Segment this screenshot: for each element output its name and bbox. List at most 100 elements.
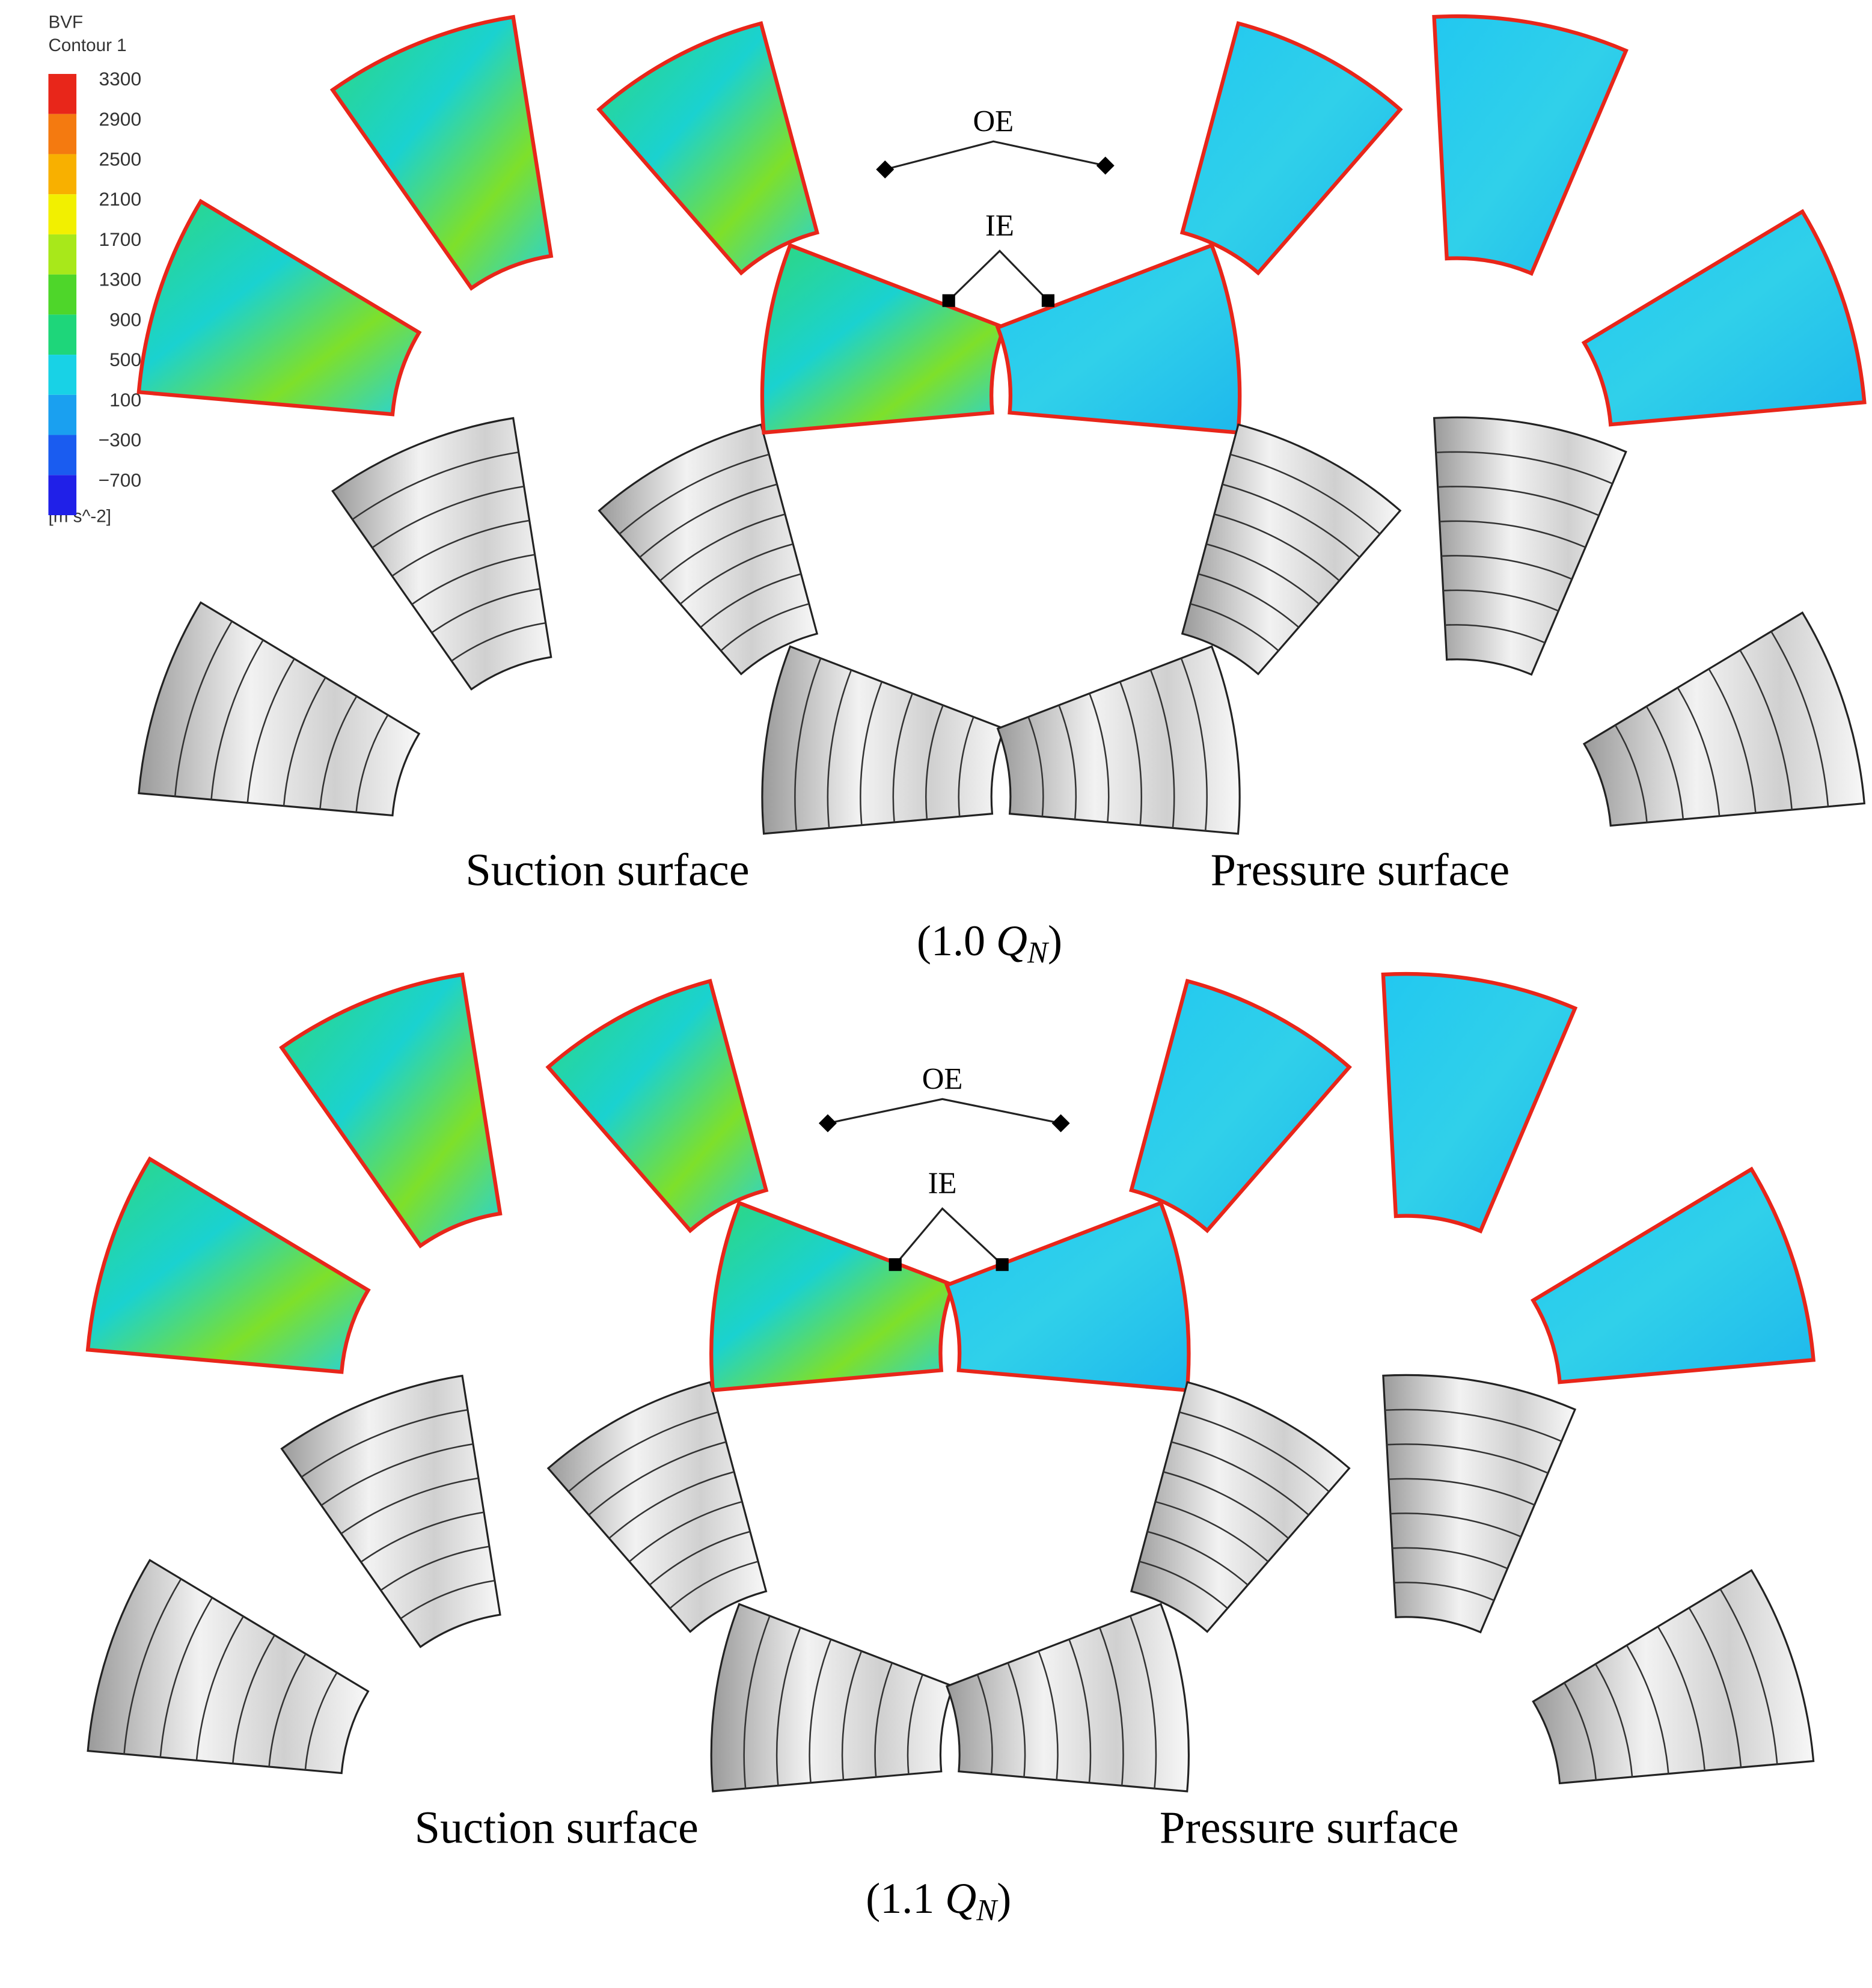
legend-subtitle: Contour 1 xyxy=(48,35,126,55)
streamline-surface xyxy=(945,1603,1190,1793)
oe-marker xyxy=(818,1114,837,1133)
streamline xyxy=(1564,1682,1597,1781)
ie-marker xyxy=(889,1258,902,1271)
streamline xyxy=(268,1653,307,1767)
legend-swatch xyxy=(48,435,77,476)
legend-swatch xyxy=(48,355,77,395)
streamline xyxy=(629,1500,742,1562)
streamline-surface xyxy=(1181,423,1402,676)
streamline xyxy=(1230,453,1381,535)
streamline xyxy=(925,705,944,820)
streamline xyxy=(232,1635,275,1764)
streamline xyxy=(1392,1547,1508,1570)
bvf-contour xyxy=(1432,14,1629,276)
streamline xyxy=(1139,1561,1228,1609)
streamline xyxy=(1147,1531,1249,1586)
streamline xyxy=(1719,1588,1778,1764)
bvf-contour xyxy=(1530,1166,1816,1384)
streamline xyxy=(1099,1627,1124,1786)
streamline-surface xyxy=(138,601,421,817)
streamline xyxy=(669,1561,759,1609)
suction-label: Suction surface xyxy=(415,1802,699,1853)
streamline xyxy=(1595,1663,1633,1777)
oe-label: OE xyxy=(973,104,1014,138)
streamline xyxy=(649,1531,751,1586)
streamline xyxy=(608,1471,735,1539)
panels: OE IE Suction surface Pressure surface (1.0 … xyxy=(85,14,1867,1927)
caption-subscript: N xyxy=(976,1894,999,1927)
streamline xyxy=(1436,451,1613,485)
streamline-surface xyxy=(598,423,819,676)
streamline xyxy=(1677,687,1721,816)
streamline xyxy=(1614,724,1648,823)
streamline-surface xyxy=(1130,1381,1351,1633)
bvf-contour xyxy=(1129,979,1352,1234)
streamline xyxy=(588,1441,727,1516)
streamline xyxy=(827,670,852,828)
streamline xyxy=(958,717,974,817)
legend-label: 100 xyxy=(109,389,141,411)
bvf-contour xyxy=(944,1200,1191,1393)
ie-label: IE xyxy=(985,209,1014,242)
legend-swatch xyxy=(48,314,77,355)
legend-swatch xyxy=(48,475,77,515)
legend-swatch xyxy=(48,114,77,154)
streamline xyxy=(195,1616,244,1761)
bvf-contour xyxy=(1381,971,1578,1234)
legend-swatch xyxy=(48,394,77,435)
streamline xyxy=(431,588,540,634)
bvf-contour xyxy=(545,979,769,1234)
streamline xyxy=(1645,706,1684,819)
legend-swatch xyxy=(48,194,77,234)
streamline xyxy=(159,1597,213,1758)
streamline xyxy=(1390,1512,1522,1538)
bvf-contour xyxy=(136,198,422,417)
streamline xyxy=(1206,543,1320,605)
legend-label: 2900 xyxy=(99,108,141,130)
streamline xyxy=(809,1639,832,1783)
streamline xyxy=(874,1662,893,1778)
oe-leader xyxy=(827,1098,1061,1125)
legend-label: 2100 xyxy=(99,188,141,210)
streamline xyxy=(1439,520,1586,548)
caption-symbol: Q xyxy=(945,1874,976,1922)
streamline-surface xyxy=(1382,1374,1577,1634)
legend-label: 500 xyxy=(109,349,141,370)
streamline xyxy=(1163,1471,1289,1539)
streamline xyxy=(1007,1662,1026,1778)
legend: BVF Contour 1 [m s^-2] 33002900250021001… xyxy=(48,13,141,527)
streamline-surface xyxy=(996,645,1241,835)
caption: (1.0 QN) xyxy=(917,917,1062,970)
streamline xyxy=(1441,555,1573,580)
streamline xyxy=(567,1411,718,1493)
ie-label: IE xyxy=(928,1166,957,1200)
streamline xyxy=(380,1546,490,1591)
legend-label: 1700 xyxy=(99,228,141,250)
streamline xyxy=(1089,693,1110,822)
streamline xyxy=(352,451,519,521)
streamline xyxy=(976,1674,993,1775)
streamline xyxy=(1155,1500,1269,1562)
streamline xyxy=(720,603,810,652)
streamline xyxy=(775,1627,801,1786)
streamline xyxy=(1688,1607,1742,1768)
legend-swatch xyxy=(48,73,77,114)
caption: (1.1 QN) xyxy=(866,1874,1011,1927)
streamline-surface xyxy=(331,417,552,691)
streamline xyxy=(1393,1582,1494,1601)
streamline xyxy=(210,639,264,800)
streamline xyxy=(1770,631,1829,807)
streamline xyxy=(794,658,822,831)
streamline xyxy=(1437,486,1600,516)
oe-leader xyxy=(884,140,1106,171)
streamline xyxy=(892,693,913,822)
streamline-surface xyxy=(1433,416,1627,676)
streamline xyxy=(320,1443,474,1506)
oe-marker xyxy=(1051,1114,1070,1133)
streamline xyxy=(411,554,535,605)
oe-marker xyxy=(876,160,895,179)
streamline xyxy=(1386,1443,1549,1474)
legend-swatch xyxy=(48,274,77,315)
oe-label: OE xyxy=(922,1062,963,1095)
